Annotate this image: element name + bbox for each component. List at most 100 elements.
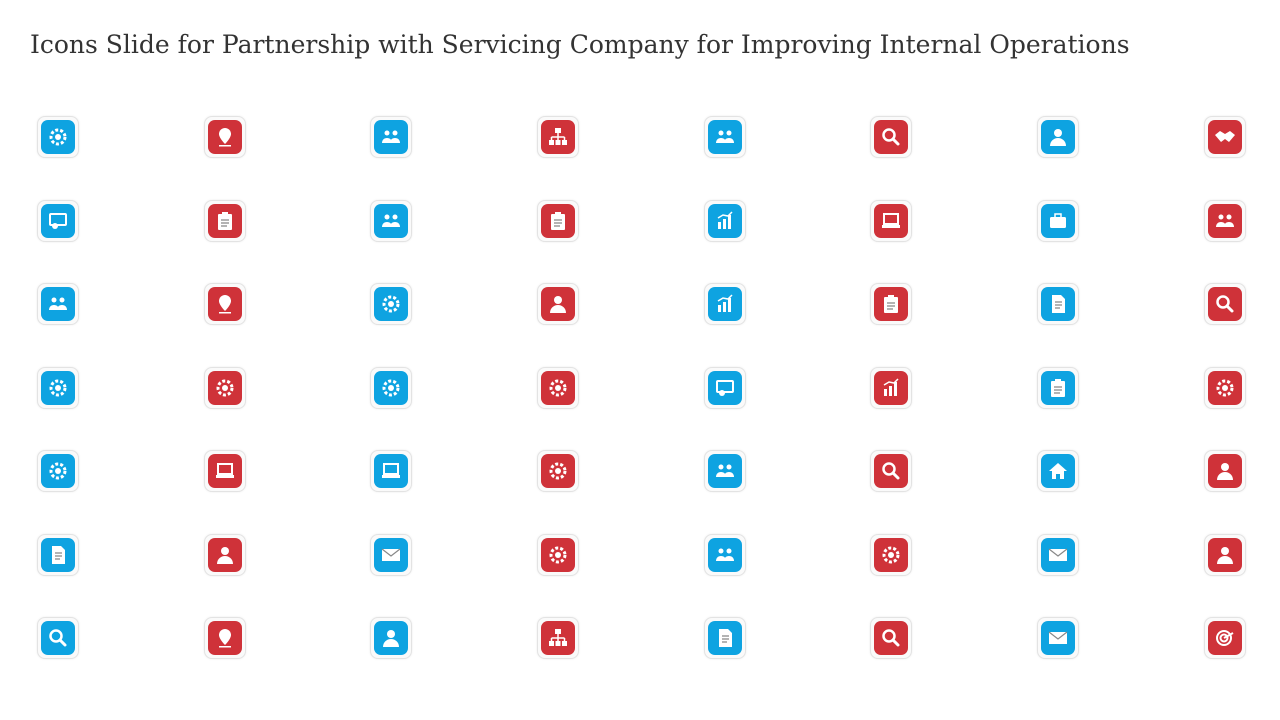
icon-tile (870, 116, 913, 158)
icon-tile (37, 199, 79, 242)
document-list-icon (41, 537, 75, 572)
server-rack-icon (707, 370, 742, 405)
icon-tile (537, 366, 580, 409)
icon-tile (37, 116, 79, 158)
target-arrow-icon (1207, 621, 1242, 655)
calculator-dollar-icon (207, 621, 242, 655)
icon-tile (37, 366, 79, 409)
clipboard-icon (541, 203, 576, 238)
slide-title: Icons Slide for Partnership with Servici… (30, 30, 1130, 59)
icon-tile (370, 617, 413, 659)
documents-stack-icon (1041, 287, 1076, 321)
icon-tile (370, 533, 413, 576)
icon-tile (370, 199, 413, 242)
hand-gear-icon (541, 454, 576, 488)
document-gear-icon (541, 370, 576, 405)
monitor-gear-icon (41, 120, 75, 154)
rated-team-icon (1207, 203, 1242, 238)
database-search-icon (41, 203, 75, 238)
icon-tile (1203, 283, 1246, 325)
icon-tile (703, 283, 746, 325)
icon-tile (537, 450, 580, 492)
icon-tile (370, 366, 413, 409)
document-gear-icon (374, 287, 409, 321)
people-exchange-icon (41, 287, 75, 321)
icon-tile (203, 450, 246, 492)
icon-tile (203, 533, 246, 576)
team-meeting-icon (374, 203, 409, 238)
icon-tile (203, 283, 246, 325)
icon-tile (1037, 199, 1080, 242)
home-icon (1041, 454, 1076, 488)
icon-tile (1037, 283, 1080, 325)
icon-tile (703, 450, 746, 492)
icon-tile (870, 283, 913, 325)
team-group-icon (707, 454, 742, 488)
icon-tile (1203, 617, 1246, 659)
icon-tile (370, 450, 413, 492)
icon-tile (870, 366, 913, 409)
icon-tile (1203, 450, 1246, 492)
icon-tile (537, 533, 580, 576)
person-laptop-icon (374, 454, 409, 488)
icon-tile (703, 199, 746, 242)
icon-tile (370, 283, 413, 325)
coins-dollar-icon (874, 454, 909, 488)
icon-tile (870, 533, 913, 576)
icon-tile (37, 617, 79, 659)
icon-tile (1037, 617, 1080, 659)
icon-tile (370, 116, 413, 158)
magnifier-document-icon (874, 120, 909, 154)
handshake-icon (1207, 120, 1242, 154)
icon-grid (37, 116, 1246, 659)
location-pin-icon (207, 120, 242, 154)
gear-wrench-icon (41, 370, 75, 405)
shield-person-icon (1207, 537, 1242, 572)
icon-tile (203, 199, 246, 242)
icon-tile (870, 199, 913, 242)
hand-arrows-up-icon (374, 537, 409, 572)
icon-tile (1037, 533, 1080, 576)
icon-tile (203, 116, 246, 158)
icon-tile (537, 199, 580, 242)
icon-tile (537, 617, 580, 659)
briefcase-icon (1041, 203, 1076, 238)
icon-tile (703, 116, 746, 158)
laptop-icon (207, 454, 242, 488)
gear-cycle-icon (541, 537, 576, 572)
icon-tile (703, 533, 746, 576)
hand-growth-icon (874, 370, 909, 405)
icon-tile (870, 450, 913, 492)
icon-tile (1037, 450, 1080, 492)
gear-server-icon (207, 370, 242, 405)
email-at-icon (1041, 537, 1076, 572)
icon-tile (1037, 116, 1080, 158)
org-people-dollar-icon (374, 120, 409, 154)
rocket-stars-icon (1041, 370, 1076, 405)
icon-tile (1203, 199, 1246, 242)
icon-tile (703, 366, 746, 409)
team-network-icon (707, 537, 742, 572)
person-trophy-dollar-icon (374, 621, 409, 655)
wrench-coin-icon (541, 621, 576, 655)
icon-tile (203, 617, 246, 659)
person-profile-icon (207, 537, 242, 572)
hand-globe-icon (707, 621, 742, 655)
icon-tile (703, 617, 746, 659)
phone-email-icon (1041, 621, 1076, 655)
document-chart-icon (707, 203, 742, 238)
icon-tile (537, 283, 580, 325)
businessman-icon (1041, 120, 1076, 154)
clipboard-list-icon (207, 203, 242, 238)
hierarchy-chart-icon (541, 120, 576, 154)
team-icon (707, 120, 742, 154)
icon-tile (37, 533, 79, 576)
icon-tile (1203, 533, 1246, 576)
icon-tile (1203, 366, 1246, 409)
head-gear-icon (1207, 370, 1242, 405)
icon-tile (1037, 366, 1080, 409)
icon-tile (203, 366, 246, 409)
hand-settings-icon (874, 203, 909, 238)
desk-clock-icon (207, 287, 242, 321)
bar-chart-icon (707, 287, 742, 321)
